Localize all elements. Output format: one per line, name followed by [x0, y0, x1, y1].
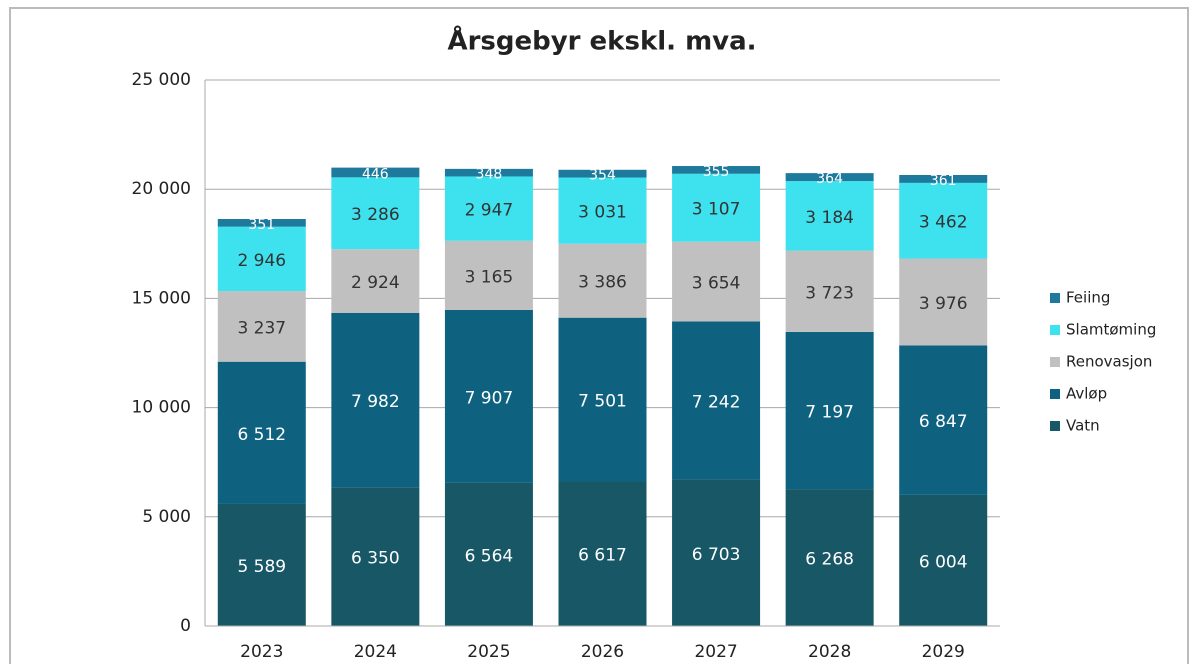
data-label: 351 [248, 217, 275, 233]
data-label: 354 [589, 168, 616, 184]
data-label: 3 462 [919, 213, 968, 233]
bar-segment [217, 361, 306, 504]
bar-segment [899, 345, 988, 495]
legend-swatch [1050, 389, 1060, 399]
data-label: 6 617 [578, 546, 627, 566]
bar-segment [217, 291, 306, 362]
data-label: 446 [362, 166, 389, 182]
bar-segment [785, 250, 874, 332]
bar-segment [672, 321, 761, 480]
data-label: 5 589 [237, 557, 286, 577]
bar-segment [217, 226, 306, 292]
bar-segment [217, 219, 306, 227]
legend-label: Feiing [1066, 289, 1110, 307]
data-label: 6 564 [465, 546, 514, 566]
bar-segment [899, 494, 988, 626]
x-tick-label: 2028 [808, 642, 851, 662]
x-tick-label: 2026 [581, 642, 624, 662]
bar-segment [331, 249, 420, 313]
x-tick-label: 2024 [354, 642, 397, 662]
bar-segment [558, 243, 647, 318]
legend-label: Avløp [1066, 385, 1107, 403]
bar-segment [672, 241, 761, 322]
bar-segment [899, 182, 988, 259]
bar-segment [672, 166, 761, 174]
bar-segment [785, 331, 874, 490]
data-label: 3 654 [692, 274, 741, 294]
bar-segment [672, 479, 761, 626]
data-label: 7 501 [578, 392, 627, 412]
bar-segment [331, 167, 420, 178]
y-tick-label: 0 [180, 616, 191, 636]
data-label: 6 004 [919, 552, 968, 572]
data-label: 7 242 [692, 393, 741, 413]
x-tick-label: 2023 [240, 642, 283, 662]
data-label: 7 982 [351, 392, 400, 412]
bar-segment [558, 177, 647, 244]
y-tick-label: 5 000 [142, 507, 191, 527]
legend-swatch [1050, 421, 1060, 431]
bar-segment [785, 489, 874, 626]
data-label: 3 386 [578, 273, 627, 293]
data-label: 6 350 [351, 549, 400, 569]
bar-segment [899, 175, 988, 183]
chart-title: Årsgebyr ekskl. mva. [447, 25, 756, 57]
data-label: 6 268 [805, 550, 854, 570]
legend-label: Vatn [1066, 417, 1100, 435]
legend-swatch [1050, 357, 1060, 367]
data-label: 7 197 [805, 403, 854, 423]
data-label: 364 [816, 171, 843, 187]
data-label: 3 184 [805, 208, 854, 228]
x-tick-label: 2029 [922, 642, 965, 662]
data-label: 355 [703, 164, 730, 180]
data-label: 3 976 [919, 294, 968, 314]
y-tick-label: 15 000 [132, 288, 191, 308]
data-label: 3 107 [692, 200, 741, 220]
data-label: 6 512 [237, 425, 286, 445]
data-label: 6 703 [692, 545, 741, 565]
bar-segment [444, 309, 533, 483]
data-label: 2 947 [465, 201, 514, 221]
y-tick-label: 25 000 [132, 70, 191, 90]
bar-segment [444, 482, 533, 626]
bar-segment [217, 503, 306, 626]
data-label: 3 031 [578, 203, 627, 223]
data-label: 3 286 [351, 205, 400, 225]
bar-segment [558, 169, 647, 178]
bar-segment [444, 240, 533, 310]
x-tick-label: 2025 [467, 642, 510, 662]
data-label: 7 907 [465, 388, 514, 408]
bar-segment [331, 177, 420, 250]
x-tick-label: 2027 [694, 642, 737, 662]
data-label: 6 847 [919, 412, 968, 432]
bar-segment [672, 173, 761, 242]
bar-segment [444, 168, 533, 177]
y-tick-label: 10 000 [132, 398, 191, 418]
bar-segment [785, 173, 874, 182]
bar-segment [558, 317, 647, 482]
data-label: 361 [930, 173, 957, 189]
data-label: 2 924 [351, 273, 400, 293]
bar-segment [444, 176, 533, 241]
data-label: 348 [476, 167, 503, 183]
bar-segment [785, 181, 874, 251]
data-label: 3 723 [805, 283, 854, 303]
data-label: 2 946 [237, 251, 286, 271]
data-label: 3 165 [465, 267, 514, 287]
bar-segment [331, 487, 420, 626]
legend-label: Slamtøming [1066, 321, 1156, 339]
bar-segment [899, 258, 988, 346]
y-tick-label: 20 000 [132, 179, 191, 199]
legend-swatch [1050, 325, 1060, 335]
bar-segment [331, 312, 420, 488]
data-label: 3 237 [237, 318, 286, 338]
bar-segment [558, 481, 647, 626]
legend-swatch [1050, 293, 1060, 303]
legend-label: Renovasjon [1066, 353, 1152, 371]
